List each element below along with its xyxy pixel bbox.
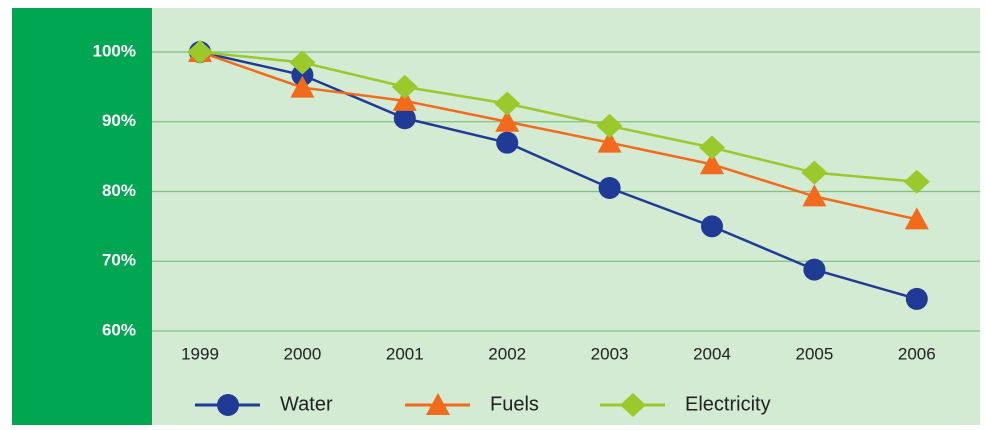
data-point <box>904 207 929 230</box>
y-tick-label: 90% <box>102 111 136 130</box>
data-point <box>596 113 623 138</box>
x-tick-label: 2004 <box>693 344 731 363</box>
y-tick-label: 80% <box>102 181 136 200</box>
legend-label: Electricity <box>685 393 771 415</box>
data-point <box>291 64 314 87</box>
data-point <box>290 75 315 98</box>
data-point <box>187 40 213 64</box>
x-tick-label: 2002 <box>488 344 526 363</box>
x-tick-label: 2003 <box>591 344 629 363</box>
y-tick-label: 70% <box>102 251 136 270</box>
x-tick-label: 1999 <box>181 344 219 363</box>
data-point <box>701 215 723 238</box>
x-tick-label: 2001 <box>386 344 424 363</box>
data-point <box>391 74 418 99</box>
series-line <box>199 50 918 221</box>
y-tick-label: 60% <box>102 320 136 339</box>
data-point <box>392 88 417 111</box>
data-point <box>393 107 416 130</box>
data-point <box>495 109 520 132</box>
x-tick-label: 2006 <box>898 344 936 363</box>
data-point <box>803 258 826 281</box>
data-point <box>699 135 725 160</box>
legend-marker <box>620 393 646 417</box>
data-point <box>289 50 316 75</box>
data-point <box>598 177 621 200</box>
series-line <box>199 50 917 183</box>
data-point <box>905 287 928 310</box>
y-tick-label: 100% <box>93 41 136 60</box>
data-point <box>597 130 622 153</box>
axis-band <box>12 8 152 425</box>
data-point <box>801 160 828 185</box>
legend-label: Fuels <box>490 393 539 415</box>
x-tick-label: 2005 <box>795 344 833 363</box>
legend-marker <box>426 393 450 415</box>
data-point <box>903 169 930 194</box>
x-tick-label: 2000 <box>283 344 321 363</box>
plot-area <box>152 8 980 425</box>
data-point <box>700 152 724 175</box>
data-point <box>496 131 519 154</box>
legend-marker <box>217 394 239 416</box>
series-line <box>199 50 918 301</box>
data-point <box>802 184 827 207</box>
legend-label: Water <box>280 393 333 415</box>
data-point <box>494 91 521 116</box>
